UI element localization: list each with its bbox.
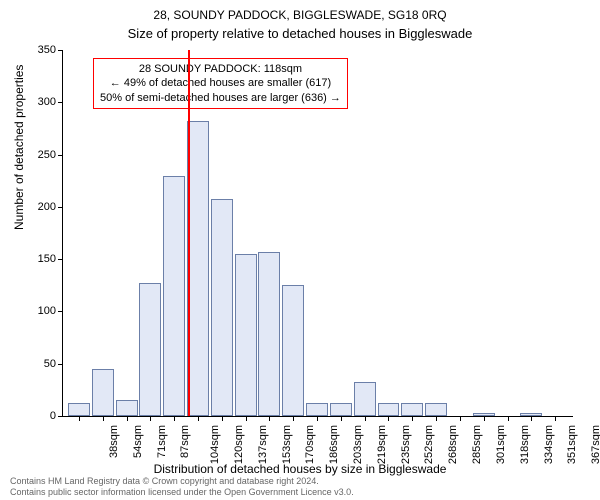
- y-tick-label: 200: [38, 201, 56, 213]
- bar: [425, 403, 447, 416]
- x-tick: [79, 416, 80, 421]
- footer-attribution: Contains HM Land Registry data © Crown c…: [10, 476, 354, 498]
- x-tick-label: 301sqm: [495, 425, 507, 464]
- x-tick: [103, 416, 104, 421]
- annotation-line2: ← 49% of detached houses are smaller (61…: [100, 76, 341, 90]
- annotation-line1: 28 SOUNDY PADDOCK: 118sqm: [100, 62, 341, 76]
- footer-line1: Contains HM Land Registry data © Crown c…: [10, 476, 354, 487]
- x-tick-label: 71sqm: [156, 425, 168, 458]
- x-tick-label: 235sqm: [400, 425, 412, 464]
- x-tick: [531, 416, 532, 421]
- x-tick-label: 137sqm: [257, 425, 269, 464]
- x-tick: [127, 416, 128, 421]
- x-tick-label: 170sqm: [305, 425, 317, 464]
- x-tick: [174, 416, 175, 421]
- x-tick: [508, 416, 509, 421]
- x-tick: [222, 416, 223, 421]
- x-tick-label: 203sqm: [352, 425, 364, 464]
- bar: [116, 400, 138, 416]
- x-tick: [436, 416, 437, 421]
- bar: [187, 121, 209, 416]
- x-tick-label: 54sqm: [132, 425, 144, 458]
- bar: [378, 403, 400, 416]
- x-tick: [293, 416, 294, 421]
- x-tick-label: 334sqm: [543, 425, 555, 464]
- x-tick: [246, 416, 247, 421]
- y-axis-label: Number of detached properties: [12, 65, 26, 230]
- x-tick: [365, 416, 366, 421]
- bar: [354, 382, 376, 417]
- annotation-box: 28 SOUNDY PADDOCK: 118sqm ← 49% of detac…: [93, 58, 348, 109]
- y-tick-label: 150: [38, 253, 56, 265]
- x-tick-label: 285sqm: [471, 425, 483, 464]
- bar: [68, 403, 90, 416]
- x-tick-label: 268sqm: [447, 425, 459, 464]
- x-tick: [484, 416, 485, 421]
- bar: [163, 176, 185, 417]
- x-tick-label: 104sqm: [209, 425, 221, 464]
- x-tick-label: 186sqm: [328, 425, 340, 464]
- chart-container: 28, SOUNDY PADDOCK, BIGGLESWADE, SG18 0R…: [0, 0, 600, 500]
- chart-title-sub: Size of property relative to detached ho…: [0, 26, 600, 41]
- y-tick: [58, 259, 63, 260]
- bar: [282, 285, 304, 416]
- y-tick: [58, 155, 63, 156]
- y-tick: [58, 416, 63, 417]
- y-tick: [58, 207, 63, 208]
- x-tick: [460, 416, 461, 421]
- bar: [258, 252, 280, 416]
- x-tick: [555, 416, 556, 421]
- x-tick: [317, 416, 318, 421]
- y-tick-label: 100: [38, 305, 56, 317]
- plot-area: 28 SOUNDY PADDOCK: 118sqm ← 49% of detac…: [62, 50, 573, 417]
- x-tick: [198, 416, 199, 421]
- y-tick-label: 0: [50, 410, 56, 422]
- y-tick-label: 50: [44, 358, 56, 370]
- x-tick: [341, 416, 342, 421]
- y-tick: [58, 311, 63, 312]
- y-tick-label: 350: [38, 44, 56, 56]
- bar: [401, 403, 423, 416]
- x-tick: [150, 416, 151, 421]
- bar: [139, 283, 161, 416]
- x-tick-label: 252sqm: [424, 425, 436, 464]
- x-tick: [269, 416, 270, 421]
- footer-line2: Contains public sector information licen…: [10, 487, 354, 498]
- x-tick: [388, 416, 389, 421]
- bar: [330, 403, 352, 416]
- y-tick: [58, 364, 63, 365]
- x-axis-label: Distribution of detached houses by size …: [0, 462, 600, 476]
- y-tick-label: 300: [38, 96, 56, 108]
- bar: [235, 254, 257, 416]
- bar: [92, 369, 114, 416]
- x-tick: [412, 416, 413, 421]
- annotation-line3: 50% of semi-detached houses are larger (…: [100, 91, 341, 105]
- x-tick-label: 219sqm: [376, 425, 388, 464]
- x-tick-label: 38sqm: [108, 425, 120, 458]
- y-tick-label: 250: [38, 149, 56, 161]
- bar: [211, 199, 233, 417]
- chart-title-main: 28, SOUNDY PADDOCK, BIGGLESWADE, SG18 0R…: [0, 8, 600, 22]
- x-tick-label: 87sqm: [179, 425, 191, 458]
- x-tick-label: 351sqm: [566, 425, 578, 464]
- x-tick-label: 120sqm: [233, 425, 245, 464]
- y-tick: [58, 50, 63, 51]
- bar: [306, 403, 328, 416]
- y-tick: [58, 102, 63, 103]
- x-tick-label: 367sqm: [590, 425, 600, 464]
- reference-line: [188, 50, 190, 416]
- x-tick-label: 318sqm: [519, 425, 531, 464]
- x-tick-label: 153sqm: [281, 425, 293, 464]
